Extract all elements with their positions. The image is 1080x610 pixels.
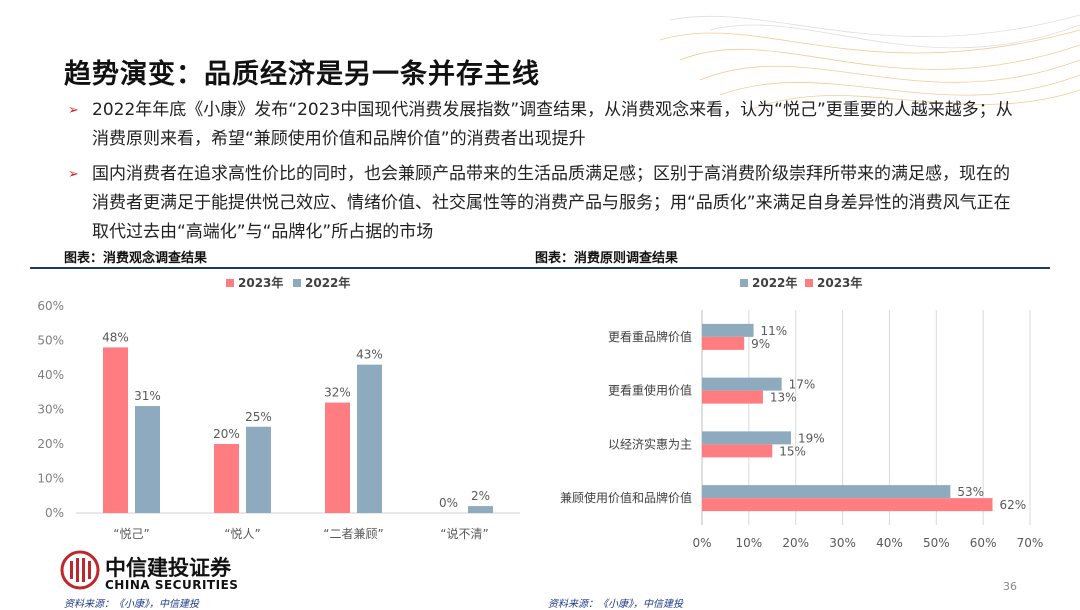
data-label: 0% <box>439 496 458 510</box>
arrow-bullet-icon: ➢ <box>68 167 79 182</box>
data-label: 9% <box>751 337 770 351</box>
bar <box>702 485 951 499</box>
bullet-text: 国内消费者在追求高性价比的同时，也会兼顾产品带来的生活品质满足感；区别于高消费阶… <box>92 164 1011 242</box>
data-label: 17% <box>789 378 816 392</box>
bullet-item: ➢ 国内消费者在追求高性价比的同时，也会兼顾产品带来的生活品质满足感；区别于高消… <box>66 160 1026 247</box>
data-label: 62% <box>1000 498 1027 512</box>
bullet-item: ➢ 2022年年底《小康》发布“2023中国现代消费发展指数”调查结果，从消费观… <box>66 96 1026 154</box>
category-label: 兼顾使用价值和品牌价值 <box>560 490 692 505</box>
x-tick-label: 60% <box>970 536 997 550</box>
y-tick-label: 20% <box>37 437 64 451</box>
data-label: 32% <box>324 386 351 400</box>
data-label: 25% <box>245 410 272 424</box>
data-label: 20% <box>213 427 240 441</box>
legend-label: 2022年 <box>752 275 797 290</box>
category-label: “悦人” <box>224 527 260 541</box>
bar <box>357 364 382 513</box>
bar <box>325 402 350 513</box>
y-tick-label: 50% <box>37 334 64 348</box>
x-tick-label: 50% <box>923 536 950 550</box>
bar <box>702 498 993 512</box>
bar <box>702 431 792 445</box>
logo-chinese-name: 中信建投证券 <box>105 555 231 580</box>
y-tick-label: 0% <box>45 506 64 520</box>
legend-label: 2022年 <box>305 275 350 290</box>
x-tick-label: 30% <box>829 536 856 550</box>
data-label: 48% <box>102 330 129 344</box>
legend-label: 2023年 <box>238 275 283 290</box>
y-tick-label: 10% <box>37 472 64 486</box>
category-label: “二者兼顾” <box>323 527 383 541</box>
bar <box>702 377 782 391</box>
consumption-concept-bar-chart: 0% 10% 20% 30% 40% 50% 60% 2023年 2022年 48% 31% “悦己”… <box>37 275 520 541</box>
right-chart-caption: 图表：消费原则调查结果 <box>535 251 679 266</box>
bar <box>468 506 493 513</box>
legend-label: 2023年 <box>817 275 862 290</box>
bar <box>135 406 160 513</box>
header-wave-decoration <box>660 14 1080 111</box>
left-chart-caption: 图表：消费观念调查结果 <box>64 251 208 266</box>
x-tick-label: 0% <box>692 536 711 550</box>
left-source-note: 资料来源：《小康》，中信建投 <box>64 599 199 610</box>
x-tick-label: 20% <box>782 536 809 550</box>
right-source-note: 资料来源：《小康》，中信建投 <box>548 599 683 610</box>
bar <box>103 347 128 513</box>
y-tick-label: 30% <box>37 403 64 417</box>
legend-swatch <box>805 279 813 287</box>
data-label: 15% <box>779 444 806 458</box>
x-tick-label: 10% <box>736 536 763 550</box>
y-tick-label: 60% <box>37 299 64 313</box>
page-number: 36 <box>1003 580 1017 593</box>
bullet-text: 2022年年底《小康》发布“2023中国现代消费发展指数”调查结果，从消费观念来… <box>92 100 1013 149</box>
category-label: “说不清” <box>440 526 488 541</box>
logo-english-name: CHINA SECURITIES <box>105 578 239 592</box>
bar <box>702 444 773 458</box>
data-label: 43% <box>356 348 383 362</box>
china-securities-logo-icon <box>60 550 100 590</box>
bar <box>246 426 271 513</box>
data-label: 13% <box>770 391 797 405</box>
bar <box>702 390 763 404</box>
x-tick-label: 70% <box>1017 536 1044 550</box>
bullet-list: ➢ 2022年年底《小康》发布“2023中国现代消费发展指数”调查结果，从消费观… <box>66 96 1026 253</box>
bar <box>702 323 754 337</box>
page-title: 趋势演变：品质经济是另一条并存主线 <box>64 59 540 90</box>
data-label: 2% <box>471 489 490 503</box>
data-label: 53% <box>957 485 984 499</box>
category-label: 以经济实惠为主 <box>608 436 692 451</box>
category-label: “悦己” <box>113 527 149 541</box>
data-label: 19% <box>798 431 825 445</box>
bar <box>214 444 239 513</box>
legend-swatch <box>740 279 748 287</box>
consumption-principle-bar-chart: 0% 10% 20% 30% 40% 50% 60% 70% 2022年 2023年更看重品牌价值… <box>560 275 1044 550</box>
data-label: 31% <box>134 389 161 403</box>
data-label: 11% <box>761 324 788 338</box>
x-tick-label: 40% <box>876 536 903 550</box>
category-label: 更看重品牌价值 <box>608 329 692 344</box>
y-tick-label: 40% <box>37 368 64 382</box>
legend-swatch <box>293 279 301 287</box>
caption-divider <box>30 267 1050 269</box>
bar <box>702 336 745 350</box>
arrow-bullet-icon: ➢ <box>68 103 79 118</box>
category-label: 更看重使用价值 <box>608 383 692 398</box>
legend-swatch <box>226 279 234 287</box>
